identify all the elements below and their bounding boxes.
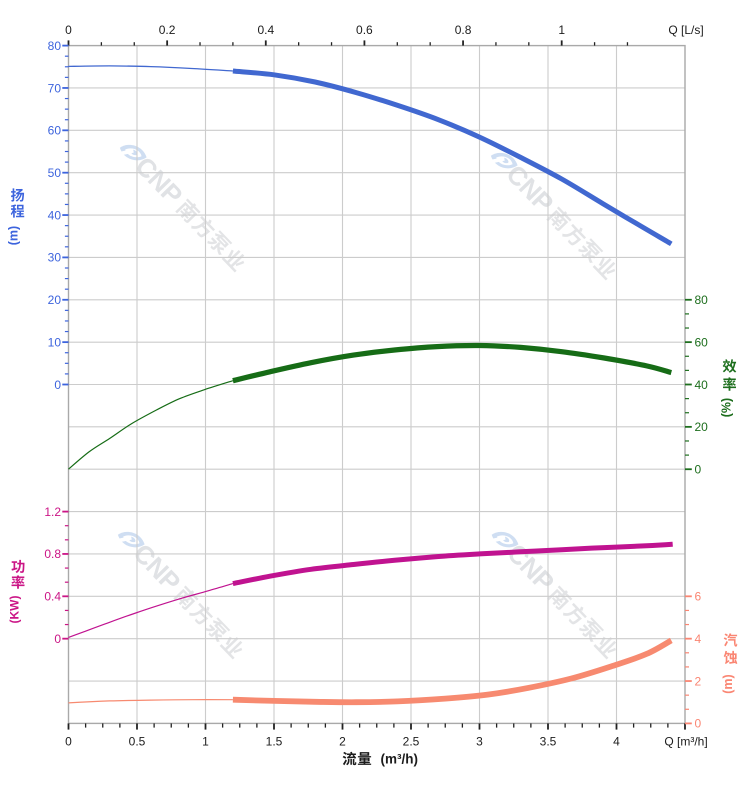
- svg-text:20: 20: [48, 293, 62, 307]
- svg-text:0: 0: [54, 378, 61, 392]
- svg-text:2: 2: [695, 674, 702, 688]
- svg-text:0.5: 0.5: [129, 735, 146, 749]
- svg-text:40: 40: [695, 378, 709, 392]
- svg-text:40: 40: [48, 208, 62, 222]
- svg-text:Q [m³/h]: Q [m³/h]: [664, 735, 707, 749]
- svg-text:3: 3: [476, 735, 483, 749]
- svg-text:3.5: 3.5: [540, 735, 557, 749]
- svg-text:50: 50: [48, 166, 62, 180]
- svg-text:0.4: 0.4: [44, 590, 61, 604]
- svg-text:1.5: 1.5: [266, 735, 283, 749]
- svg-text:0.6: 0.6: [356, 23, 373, 37]
- svg-text:0: 0: [695, 717, 702, 731]
- svg-text:1: 1: [202, 735, 209, 749]
- svg-text:0.8: 0.8: [455, 23, 472, 37]
- svg-text:1.2: 1.2: [44, 505, 61, 519]
- svg-text:10: 10: [48, 335, 62, 349]
- svg-text:0: 0: [695, 463, 702, 477]
- svg-text:(%): (%): [720, 398, 734, 417]
- svg-text:70: 70: [48, 81, 62, 95]
- svg-text:60: 60: [695, 335, 709, 349]
- svg-text:0: 0: [65, 735, 72, 749]
- svg-text:(m): (m): [7, 226, 21, 245]
- svg-text:2.5: 2.5: [403, 735, 420, 749]
- svg-text:(m): (m): [721, 674, 735, 693]
- svg-text:20: 20: [695, 420, 709, 434]
- svg-text:Q [L/s]: Q [L/s]: [668, 23, 703, 37]
- svg-text:0.8: 0.8: [44, 547, 61, 561]
- svg-text:4: 4: [613, 735, 620, 749]
- svg-text:2: 2: [339, 735, 346, 749]
- svg-text:(m³/h): (m³/h): [381, 752, 419, 767]
- svg-text:0: 0: [65, 23, 72, 37]
- svg-text:0.2: 0.2: [159, 23, 176, 37]
- svg-text:30: 30: [48, 251, 62, 265]
- svg-text:(KW): (KW): [8, 596, 22, 624]
- svg-text:0: 0: [54, 632, 61, 646]
- svg-text:4: 4: [695, 632, 702, 646]
- svg-text:80: 80: [695, 293, 709, 307]
- svg-text:6: 6: [695, 590, 702, 604]
- svg-text:60: 60: [48, 124, 62, 138]
- svg-text:80: 80: [48, 39, 62, 53]
- svg-text:1: 1: [558, 23, 565, 37]
- svg-text:0.4: 0.4: [257, 23, 274, 37]
